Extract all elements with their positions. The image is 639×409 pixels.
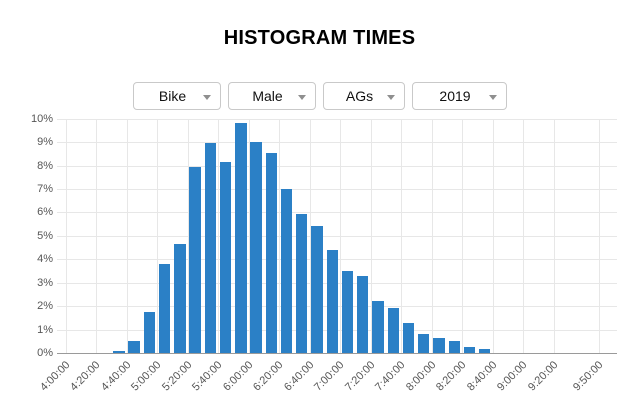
histogram-bar[interactable] xyxy=(265,153,277,353)
v-gridline xyxy=(340,119,341,353)
v-gridline xyxy=(127,119,128,353)
histogram-bar[interactable] xyxy=(158,264,171,353)
histogram-bar[interactable] xyxy=(219,162,232,353)
h-gridline xyxy=(57,189,617,190)
histogram-bar[interactable] xyxy=(174,244,186,353)
chart-title: HISTOGRAM TIMES xyxy=(223,27,416,49)
filter-value-year: 2019 xyxy=(439,88,471,104)
histogram-bar[interactable] xyxy=(448,341,460,353)
v-gridline xyxy=(249,119,250,353)
y-axis-label: 9% xyxy=(37,136,53,148)
histogram-bar[interactable] xyxy=(189,167,201,353)
y-axis-label: 6% xyxy=(37,206,53,218)
v-gridline xyxy=(310,119,311,353)
histogram-bar[interactable] xyxy=(357,276,369,353)
v-gridline xyxy=(279,119,280,353)
histogram-bar[interactable] xyxy=(311,226,323,353)
y-axis-label: 10% xyxy=(30,113,53,125)
filter-dropdown-year[interactable]: 2019 xyxy=(411,82,507,110)
histogram-bar[interactable] xyxy=(113,351,125,353)
y-axis-label: 0% xyxy=(37,347,53,359)
v-gridline xyxy=(462,119,463,353)
histogram-bar[interactable] xyxy=(128,341,140,353)
filter-dropdown-age-group[interactable]: AGs xyxy=(322,82,405,110)
v-gridline xyxy=(554,119,555,353)
v-gridline xyxy=(157,119,158,353)
v-gridline xyxy=(523,119,524,353)
dropdown-arrow-icon xyxy=(297,95,306,100)
histogram-bar[interactable] xyxy=(143,312,156,353)
h-gridline xyxy=(57,212,617,213)
dropdown-arrow-icon xyxy=(202,95,211,100)
filter-value-age-group: AGs xyxy=(345,88,374,104)
y-axis-label: 2% xyxy=(37,300,53,312)
histogram-bar[interactable] xyxy=(204,143,217,353)
filter-value-discipline: Bike xyxy=(158,88,187,104)
v-gridline xyxy=(188,119,189,353)
histogram-bar[interactable] xyxy=(296,214,308,353)
histogram-bar[interactable] xyxy=(418,334,430,353)
y-axis-label: 8% xyxy=(37,160,53,172)
histogram-bar[interactable] xyxy=(387,308,399,353)
y-axis-label: 4% xyxy=(37,253,53,265)
filter-dropdown-gender[interactable]: Male xyxy=(227,82,316,110)
v-gridline xyxy=(371,119,372,353)
histogram-bar[interactable] xyxy=(372,301,384,353)
v-gridline xyxy=(96,119,97,353)
histogram-bar[interactable] xyxy=(326,250,338,353)
filter-value-gender: Male xyxy=(252,88,283,104)
dropdown-arrow-icon xyxy=(488,95,497,100)
v-gridline xyxy=(401,119,402,353)
y-axis-label: 7% xyxy=(37,183,53,195)
histogram-bar[interactable] xyxy=(402,323,415,353)
filters-row: Bike Male AGs 2019 xyxy=(0,82,639,110)
h-gridline xyxy=(57,119,617,120)
dropdown-arrow-icon xyxy=(386,95,395,100)
h-gridline xyxy=(57,236,617,237)
v-gridline xyxy=(432,119,433,353)
v-gridline xyxy=(66,119,67,353)
histogram-bar[interactable] xyxy=(235,123,247,353)
histogram-bar[interactable] xyxy=(479,349,491,353)
histogram-bar[interactable] xyxy=(280,189,293,353)
v-gridline xyxy=(599,119,600,353)
histogram-bar[interactable] xyxy=(433,338,445,353)
h-gridline xyxy=(57,166,617,167)
y-axis-label: 3% xyxy=(37,277,53,289)
v-gridline xyxy=(218,119,219,353)
histogram-bar[interactable] xyxy=(250,142,262,353)
histogram-bar[interactable] xyxy=(463,347,476,353)
x-axis-baseline xyxy=(57,353,617,354)
h-gridline xyxy=(57,142,617,143)
histogram-bar[interactable] xyxy=(341,271,354,353)
v-gridline xyxy=(493,119,494,353)
filter-dropdown-discipline[interactable]: Bike xyxy=(132,82,221,110)
y-axis-label: 1% xyxy=(37,324,53,336)
y-axis-label: 5% xyxy=(37,230,53,242)
